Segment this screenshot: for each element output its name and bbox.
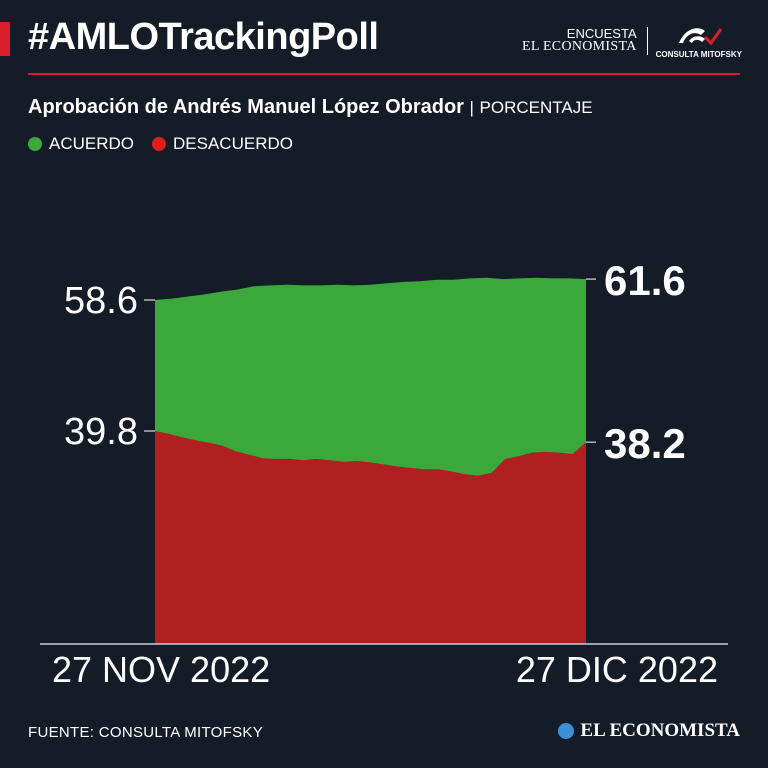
- legend-dot-acuerdo: [28, 137, 42, 151]
- end-label-desacuerdo: 38.2: [604, 420, 686, 467]
- encuesta-label: ENCUESTA: [566, 25, 637, 41]
- start-label-desacuerdo: 39.8: [64, 411, 138, 453]
- brand-name: EL ECONOMISTA: [521, 39, 637, 55]
- legend: ACUERDO DESACUERDO: [28, 134, 311, 154]
- legend-label-desacuerdo: DESACUERDO: [173, 134, 293, 153]
- legend-dot-desacuerdo: [152, 137, 167, 151]
- area-desacuerdo: [155, 431, 586, 644]
- mitofsky-logo: CONSULTA MITOFSKY: [656, 23, 742, 59]
- mitofsky-label: CONSULTA MITOFSKY: [655, 50, 742, 59]
- legend-item-desacuerdo: DESACUERDO: [152, 134, 293, 154]
- end-label-acuerdo: 61.6: [604, 257, 686, 304]
- x-label-start: 27 NOV 2022: [52, 649, 270, 690]
- subtitle-separator: |: [469, 98, 474, 117]
- brand-lockup: ENCUESTA EL ECONOMISTA CONSULTA MITOFSKY: [522, 20, 742, 62]
- start-label-acuerdo: 58.6: [64, 280, 138, 322]
- accent-bar: [0, 22, 10, 56]
- globe-icon: [558, 723, 575, 739]
- mitofsky-icon: [678, 28, 723, 46]
- brand-text: ENCUESTA EL ECONOMISTA: [521, 25, 648, 56]
- legend-label-acuerdo: ACUERDO: [49, 134, 135, 153]
- x-label-end: 27 DIC 2022: [516, 649, 718, 690]
- source-note: FUENTE: CONSULTA MITOFSKY: [28, 724, 264, 741]
- header-rule: [28, 73, 740, 75]
- subtitle-title: Aprobación de Andrés Manuel López Obrado…: [28, 96, 464, 118]
- footer-logo: EL ECONOMISTA: [558, 720, 740, 742]
- legend-item-acuerdo: ACUERDO: [28, 134, 134, 154]
- footer-logo-text: EL ECONOMISTA: [580, 720, 740, 741]
- hashtag-title: #AMLOTrackingPoll: [28, 16, 379, 58]
- chart-subtitle: Aprobación de Andrés Manuel López Obrado…: [28, 96, 593, 119]
- subtitle-unit: PORCENTAJE: [479, 98, 593, 117]
